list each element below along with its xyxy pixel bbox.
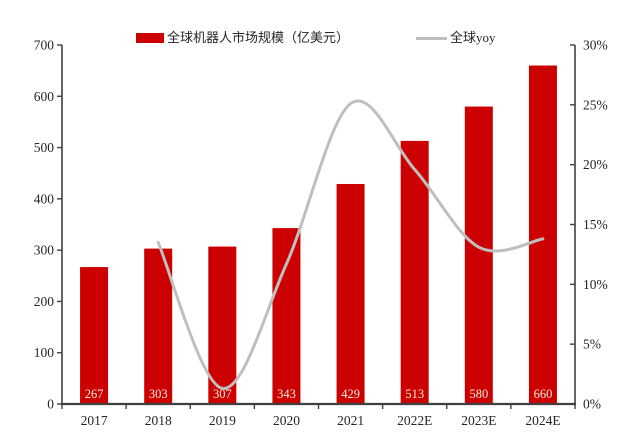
y-axis-left-tick-label: 200 xyxy=(34,294,55,309)
y-axis-left-tick-label: 300 xyxy=(34,243,55,258)
y-axis-left-tick-label: 100 xyxy=(34,345,55,360)
bar-value-label: 343 xyxy=(277,387,296,401)
y-axis-left-tick-label: 400 xyxy=(34,191,55,206)
bar-value-label: 307 xyxy=(213,387,232,401)
y-axis-right-tick-label: 15% xyxy=(583,217,608,232)
bar-2018 xyxy=(144,248,173,404)
bar-2022E xyxy=(400,140,429,404)
bar-value-label: 513 xyxy=(405,387,424,401)
bar-2017 xyxy=(80,267,109,404)
x-axis-label: 2018 xyxy=(145,413,172,428)
bar-value-label: 303 xyxy=(149,387,168,401)
x-axis-label: 2019 xyxy=(209,413,236,428)
bar-2019 xyxy=(208,246,237,404)
bar-value-label: 267 xyxy=(85,387,104,401)
y-axis-right-tick-label: 0% xyxy=(583,397,601,412)
legend-line-label: 全球yoy xyxy=(450,30,496,45)
legend-item-yoy: 全球yoy xyxy=(416,30,496,46)
x-axis-label: 2023E xyxy=(461,413,496,428)
y-axis-left-tick-label: 600 xyxy=(34,89,55,104)
y-axis-right-tick-label: 10% xyxy=(583,277,608,292)
bar-2023E xyxy=(464,106,493,405)
bar-series-swatch-icon xyxy=(136,33,164,43)
y-axis-right-tick-label: 20% xyxy=(583,157,608,172)
y-axis-left-tick-label: 0 xyxy=(47,397,54,412)
x-axis-label: 2022E xyxy=(397,413,432,428)
bar-value-label: 580 xyxy=(469,387,488,401)
x-axis-label: 2017 xyxy=(81,413,108,428)
bar-2020 xyxy=(272,228,301,404)
x-axis-label: 2024E xyxy=(525,413,560,428)
y-axis-right-tick-label: 5% xyxy=(583,337,601,352)
legend-item-market-size: 全球机器人市场规模（亿美元） xyxy=(136,30,349,46)
legend-bar-label: 全球机器人市场规模（亿美元） xyxy=(167,30,350,45)
x-axis-label: 2020 xyxy=(273,413,300,428)
bar-value-label: 660 xyxy=(534,387,553,401)
y-axis-left-tick-label: 700 xyxy=(34,38,55,53)
bar-value-label: 429 xyxy=(341,387,360,401)
y-axis-right-tick-label: 30% xyxy=(583,38,608,53)
y-axis-left-tick-label: 500 xyxy=(34,140,55,155)
chart-legend: 全球机器人市场规模（亿美元） 全球yoy xyxy=(0,0,623,48)
yoy-line xyxy=(156,99,545,390)
bar-2024E xyxy=(528,65,557,404)
x-axis-label: 2021 xyxy=(337,413,364,428)
line-series-swatch-icon xyxy=(416,36,447,40)
y-axis-right-tick-label: 25% xyxy=(583,97,608,112)
bar-2021 xyxy=(336,183,365,404)
